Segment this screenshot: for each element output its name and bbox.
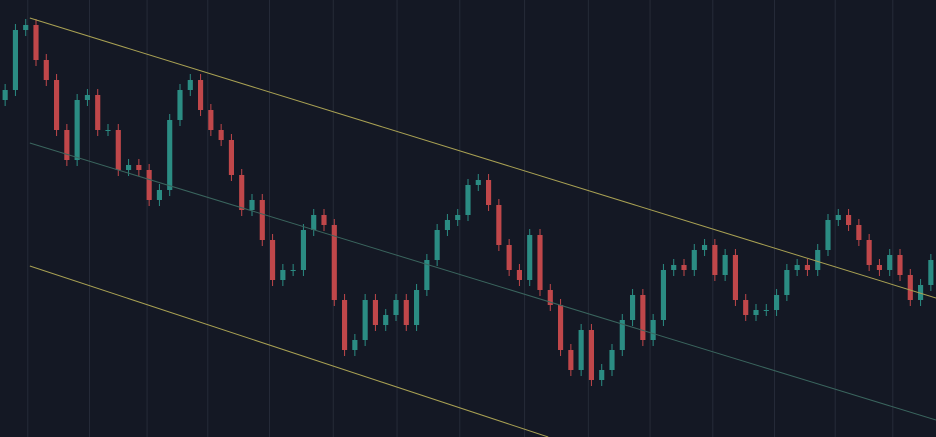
candle-body (331, 225, 337, 300)
candle-body (681, 265, 687, 270)
candle-body (671, 265, 677, 270)
candle-body (455, 215, 461, 220)
candle-body (342, 300, 348, 350)
candle-body (434, 230, 440, 260)
candle-body (2, 90, 8, 100)
candle-body (928, 260, 934, 285)
candle-body (702, 245, 708, 250)
candle-body (187, 80, 193, 90)
candle-body (907, 275, 913, 300)
candle-body (516, 270, 522, 280)
candle-body (321, 215, 327, 225)
candle-body (486, 180, 492, 205)
candle-body (712, 245, 718, 275)
candle-body (558, 305, 564, 350)
channel-line (29, 142, 936, 421)
candle-body (372, 300, 378, 325)
candle-body (383, 315, 389, 325)
candle-body (105, 130, 111, 131)
candle-body (177, 90, 183, 120)
candle-body (54, 80, 60, 130)
candle-body (815, 250, 821, 270)
candle-body (918, 285, 924, 300)
candle-body (239, 175, 245, 210)
candle-body (794, 265, 800, 270)
candle-body (599, 370, 605, 380)
candle-body (784, 270, 790, 295)
candle-body (465, 185, 471, 215)
candle-body (527, 235, 533, 280)
candle-body (300, 230, 306, 270)
candle-body (167, 120, 173, 190)
candle-body (897, 255, 903, 275)
candle-body (290, 270, 296, 271)
candle-body (74, 100, 80, 160)
candle-body (259, 200, 265, 240)
channel-line (29, 265, 549, 437)
candle-body (311, 215, 317, 230)
candle-body (753, 310, 759, 315)
candle-body (722, 255, 728, 275)
candle-body (403, 300, 409, 325)
candle-body (270, 240, 276, 280)
candle-body (424, 260, 430, 290)
candle-body (732, 255, 738, 300)
candle-body (804, 265, 810, 270)
candle-body (218, 130, 224, 140)
candle-body (126, 165, 132, 170)
candle-body (156, 190, 162, 200)
candle-body (95, 95, 101, 130)
candle-body (352, 340, 358, 350)
candle-body (547, 290, 553, 305)
candle-body (64, 130, 70, 160)
candle-body (208, 110, 214, 130)
candle-body (774, 295, 780, 310)
candle-body (876, 265, 882, 270)
candle-body (640, 295, 646, 340)
candle-body (650, 320, 656, 340)
candle-body (537, 235, 543, 290)
candle-body (846, 215, 852, 225)
candle-body (280, 270, 286, 280)
candle-body (856, 225, 862, 240)
candle-body (33, 25, 39, 60)
candle-body (578, 330, 584, 370)
candle-body (444, 220, 450, 230)
candle-body (691, 250, 697, 270)
candle-body (763, 310, 769, 311)
candle-body (568, 350, 574, 370)
candle-body (84, 95, 90, 100)
candle-body (249, 200, 255, 210)
channel-line (29, 17, 936, 299)
candle-body (23, 25, 29, 30)
candle-body (136, 165, 142, 170)
candle-body (506, 245, 512, 270)
candle-body (146, 170, 152, 200)
candle-body (887, 255, 893, 270)
candle-body (362, 300, 368, 340)
candle-body (866, 240, 872, 265)
candle-body (228, 140, 234, 175)
candle-body (198, 80, 204, 110)
candle-body (660, 270, 666, 320)
candle-body (43, 60, 49, 80)
candle-body (414, 290, 420, 325)
candle-body (630, 295, 636, 320)
candle-body (743, 300, 749, 315)
candle-body (393, 300, 399, 315)
candle-body (588, 330, 594, 380)
candle-body (835, 215, 841, 220)
candle-body (619, 320, 625, 350)
candle-body (825, 220, 831, 250)
candle-body (609, 350, 615, 370)
candle-body (496, 205, 502, 245)
candle-body (475, 180, 481, 185)
candle-body (115, 130, 121, 170)
candle-body (12, 30, 18, 90)
